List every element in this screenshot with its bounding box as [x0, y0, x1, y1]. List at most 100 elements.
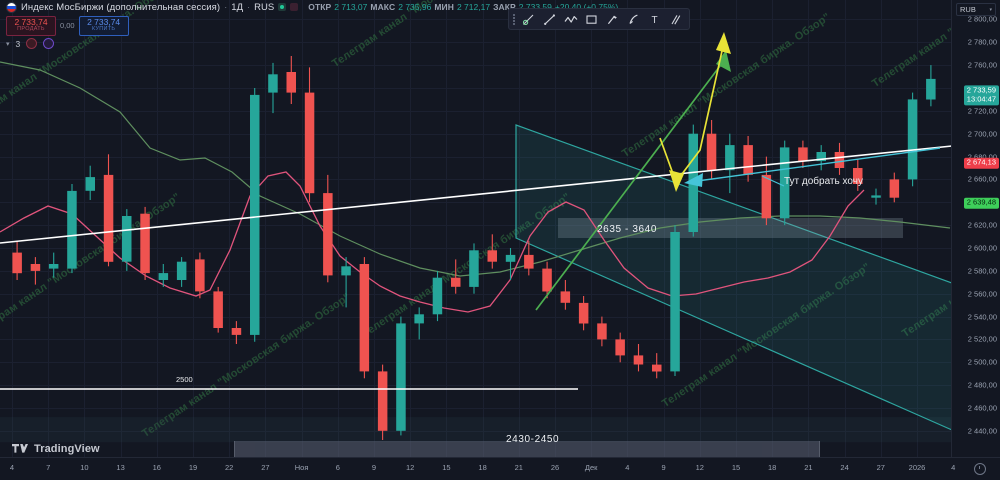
price-tag-value: 2 674,13 — [966, 157, 996, 167]
open-value: 2 713,07 — [334, 2, 368, 12]
time-tick: 12 — [695, 463, 704, 472]
spread-value: 0,00 — [60, 21, 75, 31]
currency-selector[interactable]: RUB ▾ — [956, 3, 996, 16]
grid-line-vertical — [301, 0, 303, 458]
time-tick: 18 — [478, 463, 487, 472]
price-tag-green[interactable]: 2 639,48 — [963, 197, 999, 209]
clock-icon[interactable] — [974, 463, 986, 475]
grid-line-vertical — [663, 0, 665, 458]
time-tick: 7 — [46, 463, 51, 472]
grid-line-horizontal — [0, 362, 952, 364]
current-price-time: 13:04:47 — [966, 94, 996, 104]
high-label: МАКС — [370, 2, 396, 12]
currency-chevron-icon: ▾ — [989, 6, 992, 13]
price-tick: 2 580,00 — [967, 266, 997, 276]
price-tag-teal[interactable]: 2 733,59 13:04:47 — [963, 85, 999, 105]
grid-line-vertical — [555, 0, 556, 458]
time-range-selector[interactable] — [234, 441, 820, 457]
price-tick: 2 680,00 — [967, 152, 997, 162]
annotation-level-2500: 2500 — [176, 375, 193, 384]
annotation-buy-more: Тут добрать хочу — [784, 176, 863, 187]
timeframe-label[interactable]: 1Д — [231, 1, 243, 13]
time-tick: 6 — [335, 463, 340, 472]
tradingview-logo: TradingView — [12, 443, 100, 455]
tradingview-mark-icon — [12, 443, 28, 453]
low-value: 2 712,17 — [456, 2, 491, 12]
buy-label: КУПИТЬ — [91, 25, 116, 32]
drawing-toolbar[interactable]: T — [508, 8, 690, 30]
grid-line-horizontal — [0, 430, 952, 432]
svg-text:T: T — [651, 15, 657, 26]
time-tick: 10 — [80, 463, 89, 472]
grid-line-vertical — [591, 0, 593, 458]
alert-icon[interactable] — [290, 3, 299, 11]
time-tick: 15 — [442, 463, 451, 472]
trade-widget: 2 733,74 ПРОДАТЬ 0,00 2 733,74 КУПИТЬ — [6, 16, 129, 36]
grid-line-horizontal — [0, 316, 952, 318]
price-tick: 2 520,00 — [967, 334, 997, 344]
sell-button[interactable]: 2 733,74 ПРОДАТЬ — [6, 16, 56, 36]
price-tick: 2 800,00 — [967, 14, 997, 24]
tradingview-logo-text: TradingView — [34, 443, 100, 455]
price-tick: 2 620,00 — [967, 220, 997, 230]
price-tick: 2 460,00 — [967, 403, 997, 413]
buy-button[interactable]: 2 733,74 КУПИТЬ — [78, 16, 129, 36]
drag-handle-icon[interactable] — [513, 13, 515, 25]
grid-line-vertical — [84, 0, 86, 458]
grid-line-vertical — [699, 0, 701, 458]
price-tick: 2 540,00 — [967, 312, 997, 322]
price-tick: 2 440,00 — [967, 426, 997, 436]
currency-label: RUB — [960, 5, 976, 14]
parallel-lines-icon[interactable] — [666, 11, 685, 27]
magnet-trendline-icon[interactable] — [519, 11, 538, 27]
indicator-badge-red-icon[interactable] — [26, 38, 38, 49]
chart-plot-area[interactable] — [0, 0, 952, 458]
header-separator-1: · — [224, 1, 228, 13]
symbol-name[interactable]: Индекс МосБиржи (дополнительная сессия) — [21, 1, 221, 13]
rectangle-icon[interactable] — [582, 11, 601, 27]
time-axis[interactable]: 4 7 10 13 16 19 22 27 Ноя 6 9 12 15 18 21 26 Дек 4 9 12 15 18… — [0, 457, 1000, 480]
price-tick: 2 660,00 — [967, 174, 997, 184]
annotation-channel-range: 2635 - 3640 — [597, 224, 657, 235]
grid-line-vertical — [374, 0, 375, 458]
price-tick: 2 560,00 — [967, 289, 997, 299]
price-tick: 2 700,00 — [967, 129, 997, 139]
header-separator-2: · — [247, 1, 251, 13]
price-axis[interactable]: RUB ▾ 2 800,002 780,002 760,002 740,002 … — [951, 0, 1000, 458]
grid-line-vertical — [156, 0, 158, 458]
price-tag-value: 2 639,48 — [966, 197, 996, 207]
price-tick: 2 720,00 — [967, 106, 997, 116]
indicator-count: 3 — [15, 38, 21, 49]
time-tick: 12 — [406, 463, 415, 472]
trend-line-icon[interactable] — [540, 11, 559, 27]
current-price-value: 2 733,59 — [966, 85, 996, 95]
price-tick: 2 480,00 — [967, 380, 997, 390]
grid-line-vertical — [808, 0, 810, 458]
measure-ruler-icon[interactable] — [624, 11, 643, 27]
grid-line-horizontal — [0, 42, 952, 44]
time-tick: 18 — [768, 463, 777, 472]
grid-line-horizontal — [0, 19, 952, 21]
indicator-badge-purple-icon[interactable] — [43, 38, 55, 49]
ohlc-readout: ОТКР 2 713,07 МАКС 2 735,96 МИН 2 712,17… — [308, 2, 618, 12]
grid-line-vertical — [12, 0, 13, 458]
time-tick: Ноя — [294, 463, 309, 472]
range-handle-left[interactable] — [234, 441, 235, 457]
time-tick: 4 — [9, 463, 15, 472]
annotation-support-zone: 2430-2450 — [506, 434, 560, 445]
buy-price: 2 733,74 — [87, 17, 121, 27]
zigzag-wave-icon[interactable] — [561, 11, 580, 27]
time-tick: 9 — [661, 463, 666, 472]
grid-line-vertical — [193, 0, 194, 458]
grid-line-vertical — [772, 0, 774, 458]
grid-line-horizontal — [0, 408, 952, 409]
text-tool-icon[interactable]: T — [645, 11, 664, 27]
time-tick: 4 — [951, 463, 956, 472]
chevron-down-icon[interactable]: ▾ — [6, 40, 10, 48]
price-tag-red[interactable]: 2 674,13 — [963, 157, 999, 169]
exchange-label: RUS — [254, 1, 275, 13]
range-handle-right[interactable] — [819, 441, 820, 457]
brush-icon[interactable] — [603, 11, 622, 27]
time-tick: 24 — [840, 463, 849, 472]
